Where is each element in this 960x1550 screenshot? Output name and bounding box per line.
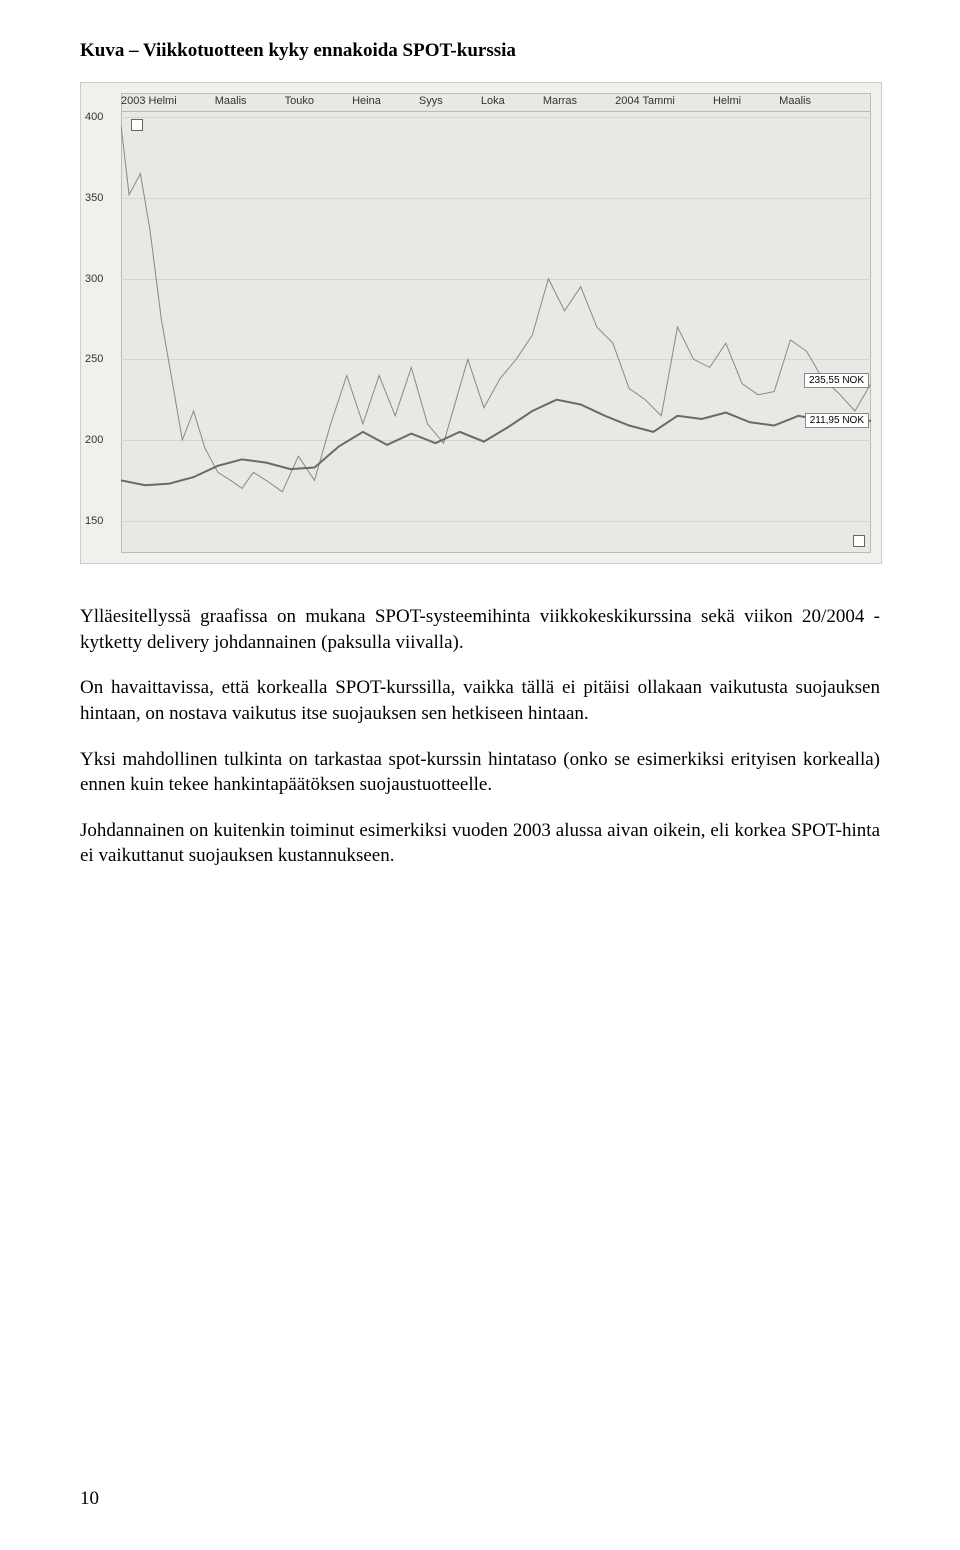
paragraph-4: Johdannainen on kuitenkin toiminut esime… xyxy=(80,818,880,869)
marker-bottom-right xyxy=(853,535,865,547)
y-tick-label: 200 xyxy=(85,434,103,446)
paragraph-2: On havaittavissa, että korkealla SPOT-ku… xyxy=(80,675,880,726)
chart-lines xyxy=(121,93,871,553)
y-tick-label: 350 xyxy=(85,192,103,204)
value-label-1: 235,55 NOK xyxy=(804,373,869,388)
y-tick-label: 150 xyxy=(85,515,103,527)
page-number: 10 xyxy=(80,1488,99,1510)
marker-top-left xyxy=(131,119,143,131)
y-tick-label: 300 xyxy=(85,273,103,285)
derivative-line xyxy=(121,400,871,486)
value-label-2: 211,95 NOK xyxy=(805,413,869,428)
figure-title: Kuva – Viikkotuotteen kyky ennakoida SPO… xyxy=(80,40,880,62)
spot-line xyxy=(121,125,871,491)
y-tick-label: 250 xyxy=(85,353,103,365)
paragraph-3: Yksi mahdollinen tulkinta on tarkastaa s… xyxy=(80,747,880,798)
chart-container: 2003 HelmiMaalisToukoHeinaSyysLokaMarras… xyxy=(80,82,882,564)
paragraph-1: Ylläesitellyssä graafissa on mukana SPOT… xyxy=(80,604,880,655)
y-tick-label: 400 xyxy=(85,111,103,123)
